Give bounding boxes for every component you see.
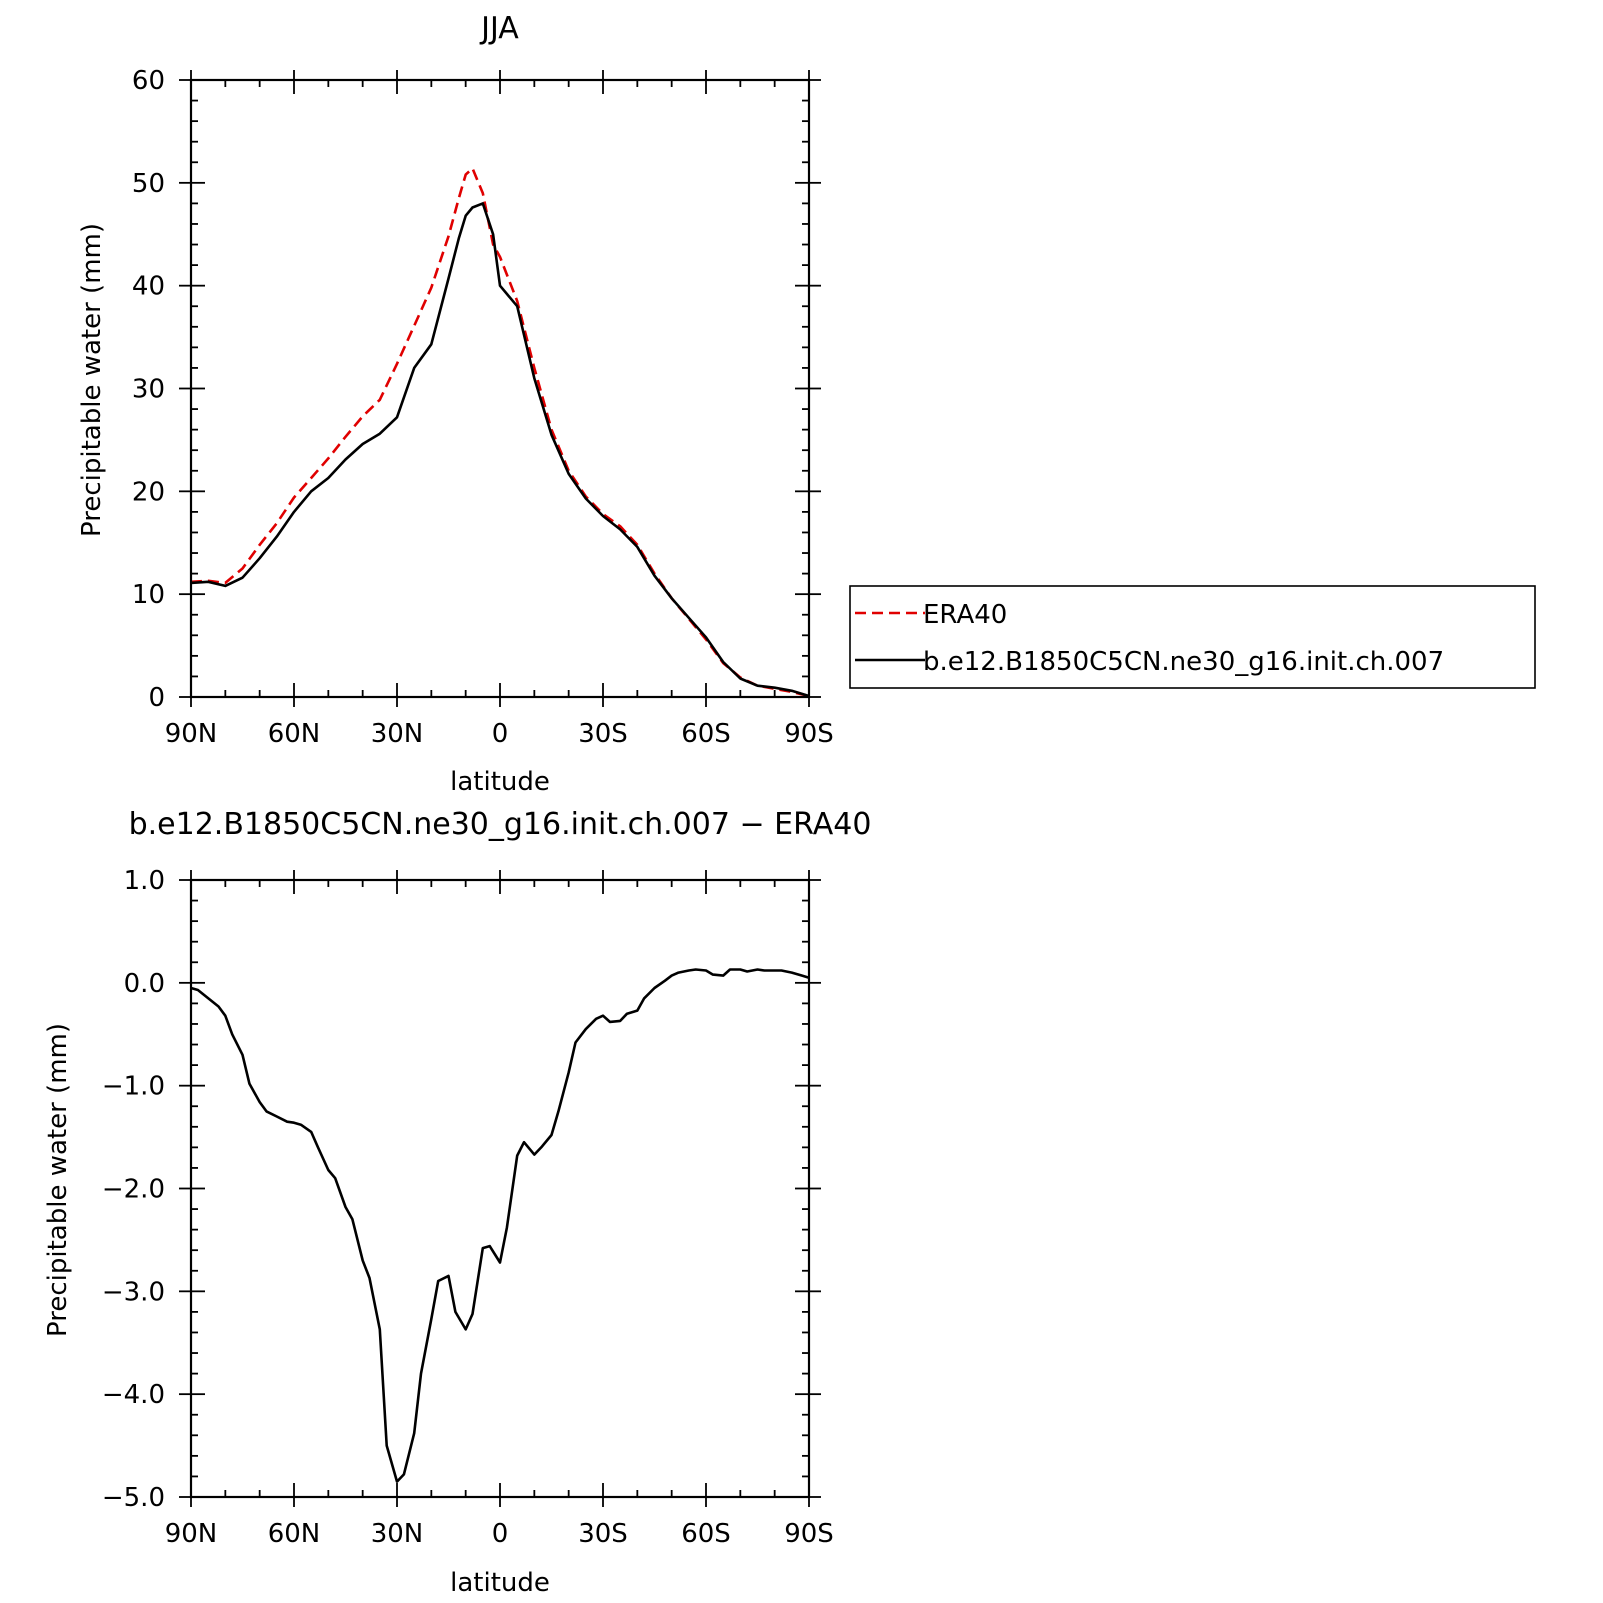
- x-tick-label: 90N: [165, 1519, 218, 1549]
- tick-labels: 90N 60N 30N 0 30S 60S 90S 1.0 0.0 −1.0 −2.0 −3.0 −4.…: [102, 866, 834, 1549]
- panel-difference: b.e12.B1850C5CN.ne30_g16.init.ch.007 − E…: [43, 807, 871, 1598]
- x-tick-label: 0: [492, 1519, 509, 1549]
- y-tick-label: 1.0: [124, 866, 165, 896]
- x-tick-label: 60S: [681, 719, 731, 749]
- x-tick-label: 90S: [784, 1519, 834, 1549]
- x-tick-label: 90S: [784, 719, 834, 749]
- x-tick-label: 0: [492, 719, 509, 749]
- y-tick-label: 60: [132, 66, 165, 96]
- series-lines: [190, 167, 810, 698]
- y-tick-label: 0: [148, 683, 165, 713]
- x-tick-label: 30S: [578, 719, 628, 749]
- series-line-era40: [190, 167, 810, 698]
- x-tick-label: 30N: [371, 1519, 424, 1549]
- y-tick-label: 30: [132, 375, 165, 405]
- legend: ERA40 b.e12.B1850C5CN.ne30_g16.init.ch.0…: [849, 585, 1536, 689]
- panel-jja: JJA Precipitable water (mm) latitude 90N…: [77, 11, 834, 797]
- y-axis-title: Precipitable water (mm): [43, 1023, 73, 1337]
- chart-title: b.e12.B1850C5CN.ne30_g16.init.ch.007 − E…: [129, 807, 872, 842]
- y-tick-label: 40: [132, 272, 165, 302]
- tick-marks: [179, 70, 821, 707]
- tick-marks: [179, 870, 821, 1507]
- x-tick-label: 60S: [681, 1519, 731, 1549]
- y-tick-label: 0.0: [124, 969, 165, 999]
- series-lines: [190, 968, 810, 1483]
- chart-title: JJA: [479, 11, 519, 46]
- x-axis-title: latitude: [450, 1568, 550, 1598]
- y-tick-label: 10: [132, 580, 165, 610]
- legend-label-model: b.e12.B1850C5CN.ne30_g16.init.ch.007: [923, 647, 1444, 677]
- y-tick-label: −3.0: [102, 1277, 165, 1307]
- y-tick-label: −2.0: [102, 1175, 165, 1205]
- plot-frame: [189, 878, 811, 1499]
- y-tick-label: 50: [132, 169, 165, 199]
- x-axis-title: latitude: [450, 767, 550, 797]
- x-tick-label: 30N: [371, 719, 424, 749]
- series-line-difference: [190, 968, 810, 1483]
- x-tick-label: 90N: [165, 719, 218, 749]
- y-tick-label: −4.0: [102, 1380, 165, 1410]
- plot-frame: [189, 78, 811, 699]
- tick-labels: 90N 60N 30N 0 30S 60S 90S 0 10 20 30 40 50 60: [132, 66, 834, 749]
- x-tick-label: 30S: [578, 1519, 628, 1549]
- series-line-b-e12-b1850c5cn-ne30-g16-init-ch-007: [190, 202, 810, 698]
- y-axis-title: Precipitable water (mm): [77, 223, 107, 537]
- legend-box: [849, 585, 1536, 689]
- y-tick-label: −1.0: [102, 1072, 165, 1102]
- y-tick-label: 20: [132, 477, 165, 507]
- x-tick-label: 60N: [268, 1519, 321, 1549]
- x-tick-label: 60N: [268, 719, 321, 749]
- y-tick-label: −5.0: [102, 1483, 165, 1513]
- legend-label-era40: ERA40: [923, 600, 1007, 630]
